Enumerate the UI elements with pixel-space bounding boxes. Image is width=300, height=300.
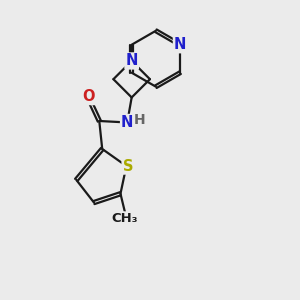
- Text: S: S: [123, 158, 133, 173]
- Text: N: N: [174, 37, 186, 52]
- Text: CH₃: CH₃: [112, 212, 138, 225]
- Text: N: N: [121, 115, 134, 130]
- Text: O: O: [83, 89, 95, 104]
- Text: H: H: [134, 113, 146, 127]
- Text: N: N: [125, 53, 138, 68]
